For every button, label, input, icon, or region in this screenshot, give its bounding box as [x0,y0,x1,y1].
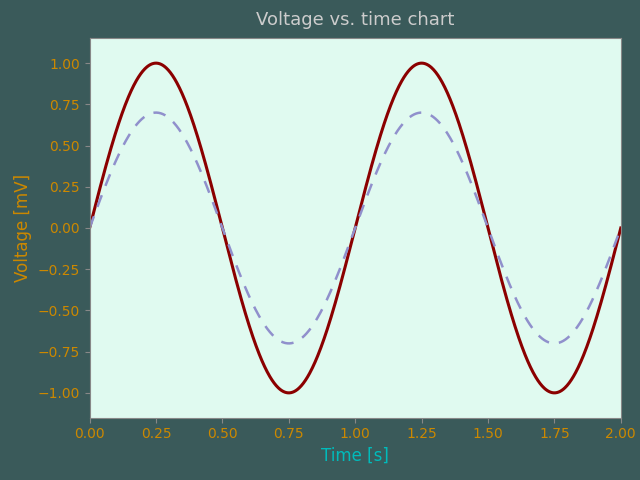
Y-axis label: Voltage [mV]: Voltage [mV] [14,174,32,282]
Title: Voltage vs. time chart: Voltage vs. time chart [256,11,454,28]
X-axis label: Time [s]: Time [s] [321,447,389,465]
